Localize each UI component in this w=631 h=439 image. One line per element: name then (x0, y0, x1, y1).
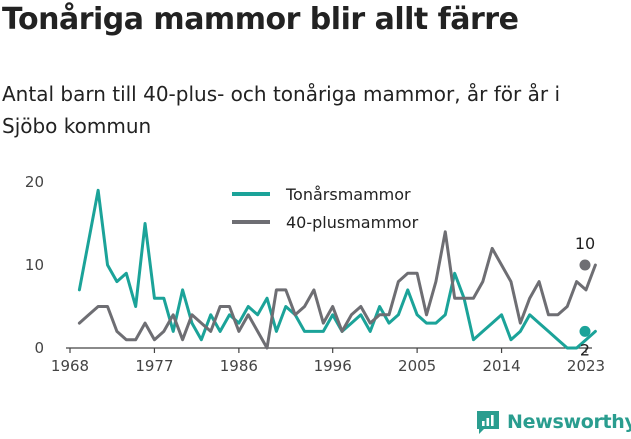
chart-title: Tonåriga mammor blir allt färre (2, 2, 519, 37)
x-tick-label: 2014 (482, 357, 520, 375)
brand-name: Newsworthy (507, 411, 631, 433)
legend-label: 40-plusmammor (286, 213, 419, 232)
x-tick-label: 1986 (220, 357, 258, 375)
series-end-point (579, 259, 591, 271)
x-tick-label: 2023 (567, 357, 605, 375)
y-tick-label: 0 (34, 339, 44, 357)
x-tick-label: 1996 (314, 357, 352, 375)
legend-background (222, 178, 442, 240)
axes: 1968 1977 1986 1996 2005 2014 2023 0 10 20 (25, 173, 605, 375)
line-chart: 1968 1977 1986 1996 2005 2014 2023 0 10 20 2 10 To… (25, 173, 605, 375)
brand-logo: Newsworthy (475, 408, 631, 436)
x-tick-label: 1968 (51, 357, 89, 375)
chart-subtitle: Antal barn till 40-plus- och tonåriga ma… (2, 82, 561, 138)
series-end-label: 10 (575, 234, 595, 253)
y-tick-label: 10 (25, 256, 44, 274)
series-end-label: 2 (580, 340, 590, 359)
series-lines: 2 10 (77, 188, 597, 359)
legend-label: Tonårsmammor (285, 185, 411, 204)
y-tick-label: 20 (25, 173, 44, 191)
x-tick-label: 2005 (398, 357, 436, 375)
x-tick-label: 1977 (135, 357, 173, 375)
newsworthy-icon (477, 411, 499, 434)
series-end-point (579, 325, 591, 337)
series-line-40-plusmammor (77, 230, 597, 350)
legend: Tonårsmammor 40-plusmammor (222, 178, 442, 240)
